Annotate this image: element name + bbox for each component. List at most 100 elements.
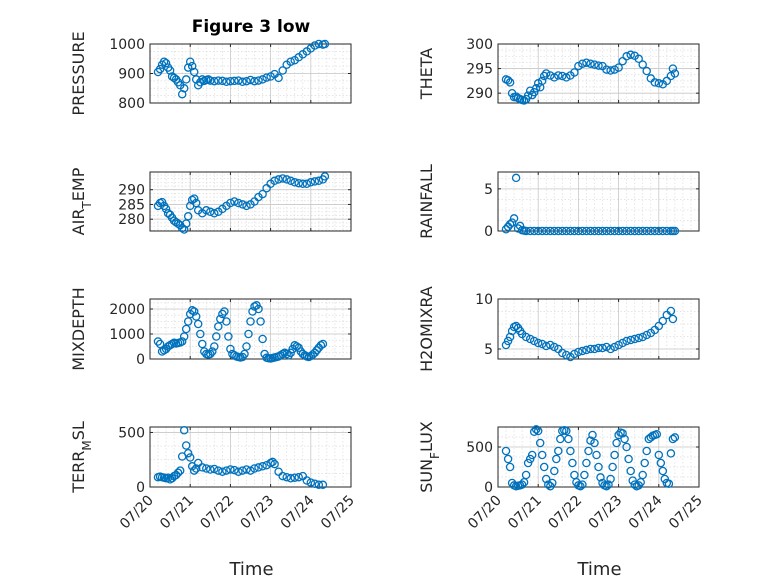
data-point [282,472,291,482]
data-point [670,226,680,236]
data-point [598,343,607,353]
data-point [220,307,229,316]
data-point [594,226,603,236]
data-point [646,226,656,236]
data-point [618,226,627,236]
data-point [218,467,227,476]
data-point [537,76,547,86]
data-point [642,226,651,236]
data-point [586,226,595,236]
data-point [507,218,517,227]
data-point [562,426,571,436]
data-point [642,330,651,340]
data-point [191,464,201,473]
data-point [578,226,587,236]
data-point [198,75,207,84]
data-point [608,462,617,472]
data-point [576,481,585,491]
data-point [564,434,573,444]
data-point [302,476,312,485]
data-point [206,207,215,217]
data-point [525,454,535,464]
data-point [562,350,571,360]
data-point [550,342,559,352]
data-point [310,177,320,186]
data-point [183,317,193,326]
data-point [206,76,215,85]
data-point [214,76,223,85]
data-point [238,77,247,87]
data-point [626,226,635,236]
data-point [610,65,619,74]
data-point [286,176,295,186]
data-point [179,426,189,435]
data-point [316,341,326,350]
data-point [556,434,565,444]
data-point [531,425,541,434]
data-point [159,57,169,66]
y-tick-label: 5 [484,182,493,198]
data-point [562,226,571,236]
data-point [318,339,328,349]
y-axis-label-mixdepth: MIXDEPTH [69,287,88,370]
data-point [614,226,623,236]
data-point [582,226,591,236]
data-point [654,226,664,236]
data-point [598,226,607,236]
data-point [284,351,293,360]
data-point [610,450,619,460]
data-point [662,76,672,86]
data-point [537,339,547,349]
data-point [630,334,639,344]
data-point [189,466,199,475]
data-point [212,332,221,341]
data-point [226,76,235,86]
panel-rainfall: 0 5 RAINFALL [417,164,700,240]
data-point [246,75,255,85]
data-point [566,226,575,236]
data-point [210,76,219,86]
axes-box-sun-flux [497,426,700,488]
data-point [181,324,191,334]
data-point [525,334,535,344]
data-point [230,76,239,86]
data-point [214,466,223,475]
data-point [155,339,165,349]
data-point [191,312,201,321]
y-tick-label: 295 [466,62,493,78]
data-point [306,478,316,487]
data-point [638,470,647,480]
data-point [602,65,611,74]
data-point [634,54,643,64]
data-point [234,467,243,476]
data-point [214,322,223,331]
data-point [578,59,587,68]
data-point [594,61,603,70]
data-point [250,464,259,473]
data-point [282,175,291,184]
data-point [173,468,183,478]
data-point [590,226,599,236]
data-point [278,174,287,183]
data-point [638,332,647,342]
data-point [320,172,330,181]
data-point [574,226,583,236]
data-point [586,59,595,68]
data-point [185,453,195,462]
y-tick-label: 290 [118,183,145,199]
data-point [652,429,662,439]
data-point [666,306,676,316]
data-point [580,470,589,480]
data-point [226,198,235,208]
data-point [610,342,619,352]
data-point [539,462,549,472]
data-point [234,198,243,208]
data-point [620,434,629,444]
panel-h2omixra: 5 10 H2OMIXRA [417,286,700,372]
data-point [202,206,211,215]
data-point [181,441,191,450]
data-point [533,426,543,436]
data-point [521,332,531,342]
data-point [541,474,551,484]
